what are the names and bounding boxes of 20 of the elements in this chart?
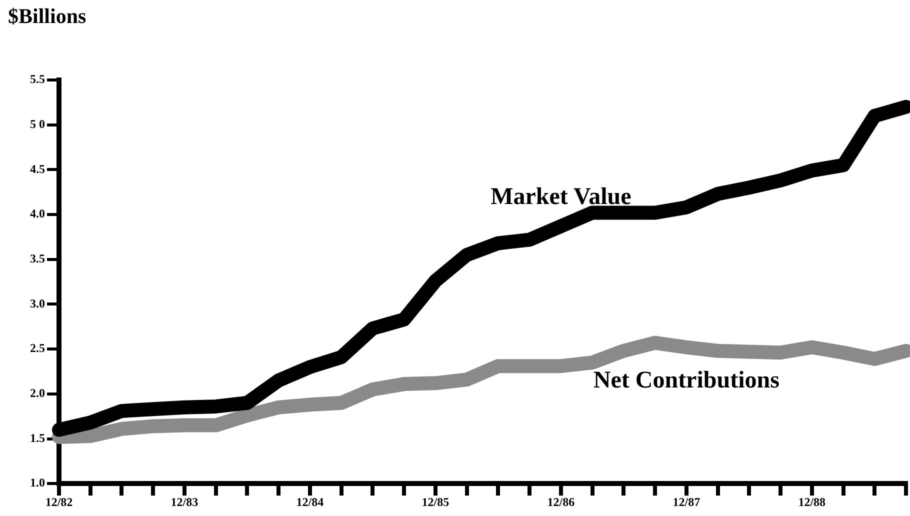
series-label: Net Contributions — [593, 367, 780, 394]
y-tick-label: 1.5 — [30, 430, 45, 445]
y-tick-label: 4.5 — [30, 162, 45, 176]
y-tick-label: 3.0 — [30, 296, 45, 310]
x-tick-label: 12/86 — [547, 494, 575, 509]
x-tick-label: 12/84 — [296, 494, 324, 509]
x-tick-label: 12/88 — [798, 494, 826, 509]
y-tick-label: 2.5 — [30, 341, 45, 356]
x-tick-label: 12/83 — [170, 494, 198, 509]
y-axis-title: $Billions — [8, 4, 86, 29]
x-tick-label: 12/85 — [422, 494, 450, 509]
y-tick-label: 5.5 — [30, 72, 45, 86]
y-tick-label: 5 0 — [30, 116, 45, 131]
y-tick-label: 3.5 — [30, 251, 45, 266]
y-tick-label: 2.0 — [30, 386, 45, 400]
series-label: Market Value — [490, 184, 632, 210]
x-tick-label: 12/82 — [45, 494, 73, 509]
y-tick-label: 1.0 — [30, 476, 45, 490]
y-tick-label: 4.0 — [30, 206, 45, 221]
x-tick-label: 12/87 — [672, 494, 700, 509]
